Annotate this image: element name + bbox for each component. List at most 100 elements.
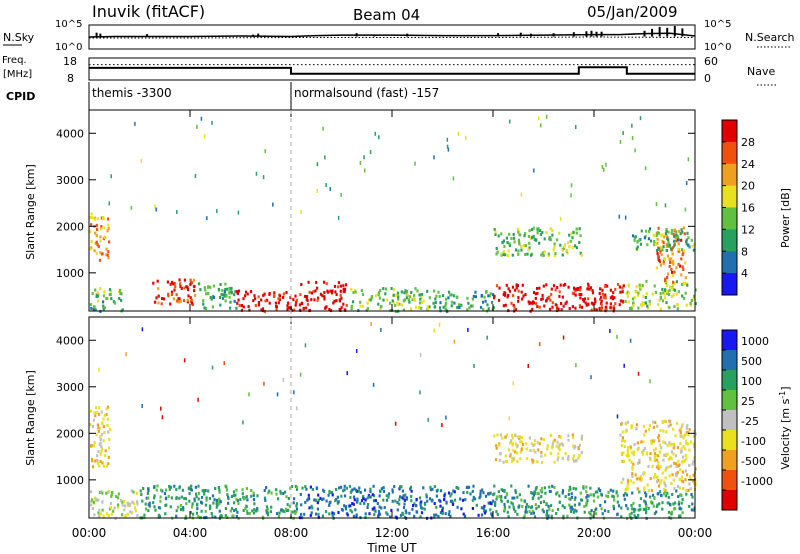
data-cell (100, 410, 103, 414)
data-cell (670, 268, 673, 271)
data-cell (245, 487, 248, 491)
data-cell (689, 477, 692, 481)
data-cell (374, 499, 377, 502)
data-cell (366, 506, 369, 509)
data-cell (433, 485, 436, 489)
data-cell (614, 287, 617, 291)
data-cell (393, 288, 396, 292)
data-cell (650, 500, 653, 504)
data-cell (507, 515, 510, 519)
data-cell (517, 230, 520, 234)
data-cell (254, 297, 257, 301)
data-cell (433, 328, 436, 333)
data-cell (677, 500, 681, 504)
data-cell (622, 131, 624, 136)
data-cell (578, 227, 581, 231)
data-cell (599, 287, 602, 291)
data-cell (96, 228, 99, 231)
data-cell (91, 465, 95, 469)
data-cell (179, 299, 182, 303)
data-cell (425, 493, 428, 497)
data-cell (176, 209, 178, 214)
data-cell (369, 298, 372, 302)
data-cell (545, 503, 548, 507)
data-cell (612, 489, 615, 493)
data-cell (117, 503, 120, 507)
data-cell (391, 488, 394, 492)
data-cell (639, 242, 642, 246)
data-cell (585, 495, 588, 499)
data-cell (103, 431, 106, 434)
data-cell (579, 296, 582, 300)
data-cell (141, 499, 144, 503)
data-cell (656, 503, 659, 507)
nave-right-tick-bottom: 0 (704, 72, 711, 85)
data-cell (675, 280, 678, 284)
data-cell (202, 299, 205, 303)
data-cell (372, 484, 375, 488)
data-cell (406, 294, 409, 298)
data-cell (355, 513, 358, 517)
colorbar-swatch (722, 207, 737, 230)
data-cell (512, 456, 516, 460)
freq-left-tick-bottom: 8 (67, 72, 74, 85)
data-cell (630, 424, 633, 428)
data-cell (242, 420, 244, 425)
data-cell (152, 501, 155, 505)
data-cell (209, 285, 212, 289)
data-cell (233, 501, 236, 505)
colorbar-swatch (722, 350, 737, 371)
data-cell (299, 293, 302, 297)
data-cell (486, 303, 489, 307)
data-cell (681, 480, 685, 484)
data-cell (535, 506, 538, 510)
data-cell (126, 504, 129, 507)
data-cell (664, 453, 668, 457)
data-cell (501, 488, 505, 492)
data-cell (659, 465, 662, 469)
data-cell (227, 501, 230, 505)
data-cell (656, 465, 659, 469)
data-cell (443, 498, 446, 502)
data-cell (164, 488, 168, 492)
data-cell (564, 452, 567, 456)
data-cell (103, 226, 106, 230)
data-cell (346, 371, 348, 376)
data-cell (589, 286, 593, 290)
data-cell (692, 479, 695, 483)
data-cell (675, 489, 678, 493)
data-cell (636, 245, 639, 249)
data-cell (649, 239, 653, 243)
data-cell (640, 478, 643, 482)
data-cell (568, 245, 571, 249)
data-cell (693, 445, 696, 449)
data-cell (427, 307, 430, 311)
data-cell (191, 301, 194, 305)
data-cell (648, 299, 651, 303)
data-cell (521, 505, 524, 508)
data-cell (604, 305, 607, 309)
data-cell (332, 301, 335, 305)
data-cell (642, 471, 646, 475)
data-cell (116, 505, 119, 509)
data-cell (685, 440, 688, 444)
data-cell (512, 458, 515, 462)
data-cell (538, 241, 541, 245)
data-cell (657, 257, 660, 261)
data-cell (504, 496, 507, 499)
data-cell (545, 513, 548, 517)
data-cell (630, 426, 633, 430)
data-cell (500, 499, 503, 503)
data-cell (621, 286, 624, 290)
data-cell (329, 289, 332, 293)
data-cell (658, 258, 661, 262)
data-cell (556, 286, 559, 289)
data-cell (455, 295, 458, 299)
data-cell (634, 473, 637, 477)
data-cell (344, 505, 347, 509)
data-cell (285, 291, 288, 294)
data-cell (654, 447, 657, 451)
data-cell (666, 452, 669, 456)
data-cell (395, 515, 398, 519)
noise-right-label: N.Search (745, 31, 795, 44)
